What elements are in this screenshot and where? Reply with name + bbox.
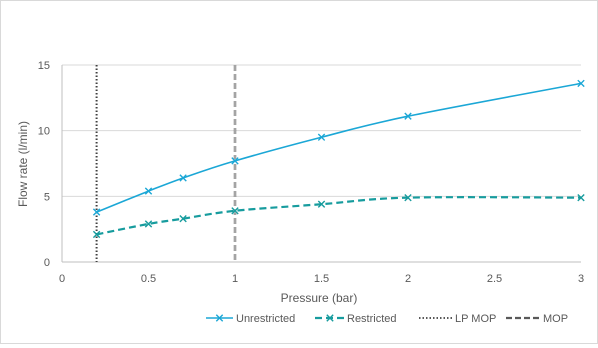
y-axis-title: Flow rate (l/min)	[16, 121, 30, 207]
legend-label: Restricted	[347, 313, 397, 325]
legend-label: Unrestricted	[236, 313, 295, 325]
legend-label: MOP	[543, 313, 568, 325]
y-tick-label: 15	[38, 60, 50, 72]
data-point-marker	[317, 133, 326, 141]
series-line-1	[96, 196, 582, 236]
x-tick-label: 3	[578, 273, 584, 285]
axes	[61, 65, 581, 263]
x-tick-labels: 0 0.5 1 1.5 2 2.5 3	[59, 273, 584, 285]
x-tick-label: 0	[59, 273, 65, 285]
legend-label: LP MOP	[455, 313, 496, 325]
y-tick-label: 0	[44, 257, 50, 269]
x-tick-label: 2	[405, 273, 411, 285]
reference-lines	[95, 65, 237, 262]
data-point-marker	[317, 200, 326, 208]
y-tick-labels: 0 5 10 15	[38, 60, 50, 269]
x-tick-label: 1	[232, 273, 238, 285]
legend-marker	[215, 314, 224, 322]
data-point-marker	[404, 193, 412, 202]
data-point-marker	[231, 157, 239, 165]
y-tick-label: 10	[38, 126, 50, 138]
gridlines	[62, 64, 581, 263]
x-tick-label: 1.5	[314, 273, 329, 285]
x-axis-title: Pressure (bar)	[281, 291, 358, 305]
legend-marker	[326, 314, 334, 322]
data-point-marker	[144, 187, 153, 195]
data-point-marker	[577, 193, 585, 202]
data-point-marker	[404, 112, 412, 120]
data-point-marker	[577, 79, 585, 88]
x-tick-label: 0.5	[141, 273, 156, 285]
data-point-marker	[231, 207, 239, 215]
data-point-marker	[92, 208, 101, 216]
chart: 0 0.5 1 1.5 2 2.5 3 0 5 10 15 Pressure (bar) Flow…	[16, 60, 585, 325]
data-point-marker	[144, 220, 153, 228]
series-markers	[92, 79, 585, 239]
data-point-marker	[179, 214, 187, 223]
legend: Unrestricted Restricted LP MOP MOP	[206, 313, 568, 325]
x-tick-label: 2.5	[487, 273, 502, 285]
data-point-marker	[179, 174, 187, 182]
data-point-marker	[92, 230, 101, 239]
series-line-0	[96, 82, 582, 213]
series-lines	[96, 82, 582, 236]
y-tick-label: 5	[44, 191, 50, 203]
